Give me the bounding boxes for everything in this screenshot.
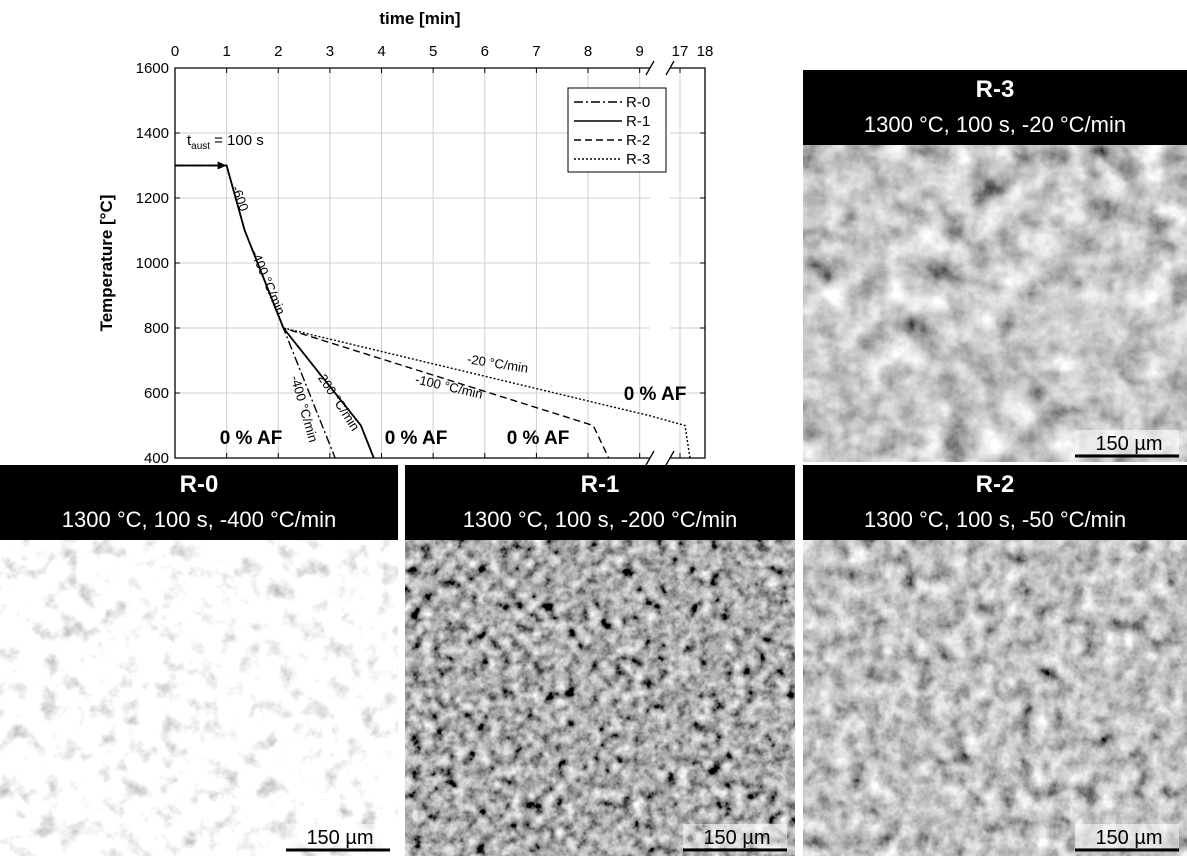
t-aust-subscript: aust <box>191 141 210 152</box>
slope-annotation: -20 °C/min <box>466 351 529 375</box>
y-tick-label: 400 <box>144 450 169 467</box>
slope-annotation: -200 °C/min <box>313 368 363 434</box>
y-tick-label: 1000 <box>136 255 169 272</box>
x-tick-label: 0 <box>171 43 179 60</box>
y-tick-label: 800 <box>144 320 169 337</box>
micrograph-panel: R-3 1300 °C, 100 s, -20 °C/min 150 µm <box>803 70 1187 462</box>
micrograph-panel: R-2 1300 °C, 100 s, -50 °C/min 150 µm <box>803 465 1187 856</box>
phase-annotation: 0 % AF <box>624 384 687 405</box>
series-line <box>175 166 690 459</box>
panel-subtitle: 1300 °C, 100 s, -50 °C/min <box>864 507 1126 532</box>
panel-subtitle: 1300 °C, 100 s, -200 °C/min <box>463 507 737 532</box>
slope-annotation: -400 °C/min <box>248 248 289 317</box>
panel-title: R-0 <box>180 471 219 498</box>
t-aust-text: = 100 s <box>214 132 264 149</box>
legend-label: R-1 <box>626 113 650 130</box>
x-tick-label: 8 <box>584 43 592 60</box>
y-tick-label: 1200 <box>136 190 169 207</box>
phase-annotation: 0 % AF <box>220 428 283 449</box>
micrograph-image <box>803 145 1187 462</box>
y-tick-label: 1400 <box>136 125 169 142</box>
micrograph-image <box>803 540 1187 856</box>
x-tick-label: 3 <box>326 43 334 60</box>
micrograph-panel: R-0 1300 °C, 100 s, -400 °C/min 150 µm <box>0 465 398 856</box>
micrograph-image <box>405 540 795 856</box>
panel-subtitle: 1300 °C, 100 s, -20 °C/min <box>864 112 1126 137</box>
y-tick-label: 600 <box>144 385 169 402</box>
y-axis-label: Temperature [°C] <box>97 195 116 332</box>
x-tick-label: 4 <box>377 43 385 60</box>
x-tick-label: 2 <box>274 43 282 60</box>
x-tick-label: 1 <box>222 43 230 60</box>
scale-bar-label: 150 µm <box>1095 433 1162 455</box>
micrograph-panel: R-1 1300 °C, 100 s, -200 °C/min 150 µm <box>405 465 795 856</box>
phase-annotation: 0 % AF <box>385 428 448 449</box>
legend-label: R-2 <box>626 132 650 149</box>
x-tick-label: 17 <box>672 43 689 60</box>
panel-title: R-2 <box>976 471 1015 498</box>
x-tick-label: 18 <box>697 43 714 60</box>
phase-annotation: 0 % AF <box>507 428 570 449</box>
scale-bar-label: 150 µm <box>703 827 770 849</box>
x-axis-label: time [min] <box>379 9 460 28</box>
x-tick-label: 9 <box>636 43 644 60</box>
arrow-head <box>218 162 227 170</box>
figure: 0 1 2 3 4 5 6 7 8 9 17 18 400 600 800 1000 1200 1400 1600 t… <box>0 0 1187 856</box>
legend-label: R-0 <box>626 94 650 111</box>
panel-subtitle: 1300 °C, 100 s, -400 °C/min <box>62 507 336 532</box>
x-tick-label: 5 <box>429 43 437 60</box>
micrograph-image <box>0 540 398 856</box>
legend-label: R-3 <box>626 151 650 168</box>
t-aust-label: taust= 100 s <box>187 132 264 152</box>
x-tick-label: 7 <box>532 43 540 60</box>
scale-bar-label: 150 µm <box>306 827 373 849</box>
y-tick-label: 1600 <box>136 60 169 77</box>
scale-bar-label: 150 µm <box>1095 827 1162 849</box>
slope-annotation: -100 °C/min <box>414 372 484 402</box>
panel-title: R-3 <box>976 76 1015 103</box>
x-tick-label: 6 <box>481 43 489 60</box>
panel-title: R-1 <box>581 471 620 498</box>
